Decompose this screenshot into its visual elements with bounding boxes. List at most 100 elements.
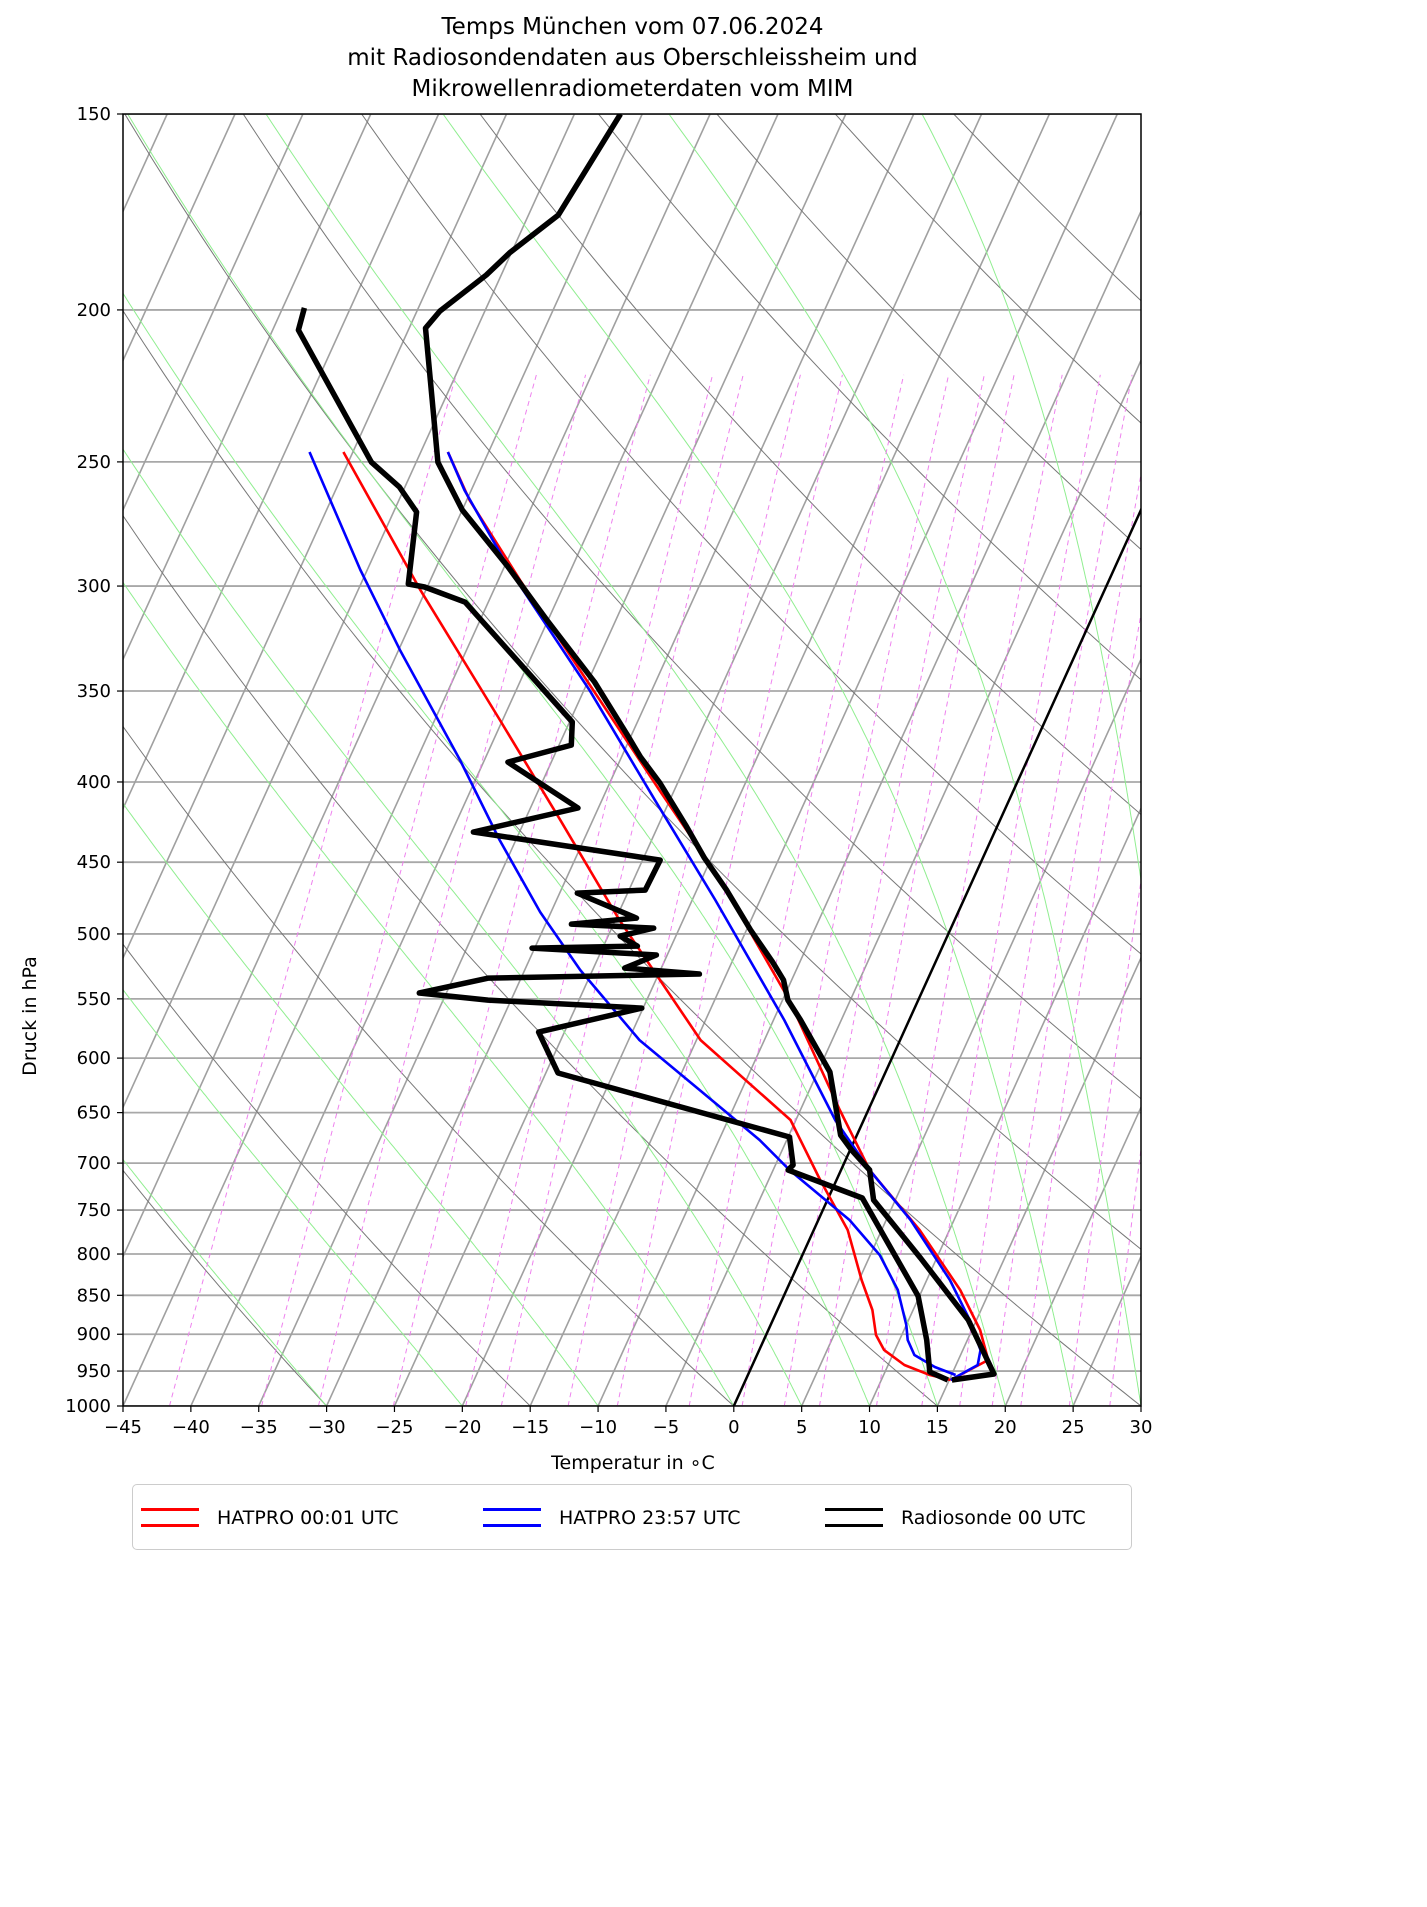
y-tick-label: 300 (77, 576, 111, 597)
sounding-curves (295, 114, 997, 1383)
x-tick-label: −5 (653, 1417, 680, 1438)
y-tick-label: 1000 (65, 1396, 111, 1417)
mixing-ratio-line (567, 374, 801, 1406)
x-tick-label: −25 (375, 1417, 413, 1438)
legend-label: Radiosonde 00 UTC (901, 1507, 1086, 1529)
moist-adiabat (123, 802, 599, 1406)
dry-adiabat (361, 114, 1141, 955)
chart-title-line-3: Mikrowellenradiometerdaten vom MIM (411, 76, 854, 102)
x-tick-label: 0 (728, 1417, 739, 1438)
isotherm (936, 956, 1141, 1406)
dry-adiabat (124, 114, 1141, 1250)
chart-title-line-2: mit Radiosondendaten aus Oberschleisshei… (347, 45, 918, 71)
x-tick-label: −30 (308, 1417, 346, 1438)
isotherm (597, 209, 1141, 1406)
y-tick-label: 700 (77, 1153, 111, 1174)
y-tick-label: 850 (77, 1285, 111, 1306)
mixing-ratio-line (465, 374, 714, 1406)
dry-adiabat (598, 114, 1141, 681)
series-2-temperature-line (422, 114, 997, 1383)
isotherm (123, 114, 304, 512)
mixing-ratio-line (688, 374, 905, 1406)
x-tick-label: 25 (1062, 1417, 1085, 1438)
background-lines (0, 114, 1312, 1406)
x-tick-label: 30 (1130, 1417, 1153, 1438)
y-tick-label: 800 (77, 1244, 111, 1265)
legend-label: HATPRO 00:01 UTC (217, 1507, 399, 1529)
legend-swatch-red (141, 1502, 199, 1534)
y-tick-label: 750 (77, 1200, 111, 1221)
y-tick-label: 450 (77, 852, 111, 873)
x-tick-label: 15 (926, 1417, 949, 1438)
x-tick-label: 20 (994, 1417, 1017, 1438)
series-1-dewpoint-line (308, 451, 957, 1377)
isotherm (123, 114, 508, 960)
isotherm (1004, 1105, 1141, 1406)
mixing-ratio-line (1020, 610, 1141, 1406)
legend-item-hatpro-2357: HATPRO 23:57 UTC (483, 1485, 741, 1551)
x-tick-label: −45 (104, 1417, 142, 1438)
mixing-ratio-line (783, 374, 985, 1406)
isotherm (257, 114, 847, 1406)
isotherm (0, 114, 31, 1406)
y-tick-label: 250 (77, 452, 111, 473)
mixing-ratio-line (741, 374, 950, 1406)
moist-adiabat (123, 1158, 327, 1406)
plot-frame (122, 113, 1142, 1407)
y-axis-label: Druck in hPa (19, 956, 41, 1076)
mixing-ratio-line (261, 374, 537, 1406)
y-tick-label: 650 (77, 1103, 111, 1124)
isotherm (123, 114, 576, 1110)
dry-adiabat (123, 943, 531, 1406)
dry-adiabat (123, 725, 735, 1406)
moist-adiabat (123, 292, 870, 1406)
mixing-ratio-line (959, 374, 1133, 1406)
x-tick-label: 10 (858, 1417, 881, 1438)
isotherm (123, 114, 711, 1406)
x-tick-label: −15 (511, 1417, 549, 1438)
y-tick-label: 200 (77, 300, 111, 321)
y-tick-label: 350 (77, 681, 111, 702)
legend-item-radiosonde: Radiosonde 00 UTC (825, 1485, 1086, 1551)
mixing-ratio-line (991, 471, 1141, 1406)
dry-adiabat (123, 309, 1141, 1406)
isotherm (868, 806, 1141, 1406)
isotherm (800, 657, 1141, 1406)
mixing-ratio-line (1175, 375, 1312, 1406)
isotherm (123, 114, 236, 363)
isotherm (325, 114, 915, 1406)
mixing-ratio-line (169, 374, 457, 1406)
x-tick-label: −35 (240, 1417, 278, 1438)
legend-swatch-blue (483, 1502, 541, 1534)
y-tick-label: 500 (77, 924, 111, 945)
isotherm (461, 114, 1051, 1406)
isotherm (1072, 1254, 1141, 1406)
isotherm (665, 358, 1141, 1406)
y-tick-label: 600 (77, 1048, 111, 1069)
y-tick-label: 900 (77, 1324, 111, 1345)
y-tick-label: 150 (77, 104, 111, 125)
y-tick-label: 950 (77, 1361, 111, 1382)
mixing-ratio-line (1068, 877, 1141, 1406)
legend-label: HATPRO 23:57 UTC (559, 1507, 741, 1529)
dry-adiabat (479, 114, 1141, 816)
mixing-ratio-line (1144, 375, 1286, 1406)
isotherm (123, 114, 372, 662)
dry-adiabat (123, 514, 938, 1406)
chart-title-line-1: Temps München vom 07.06.2024 (441, 14, 824, 40)
moist-adiabat (265, 114, 1006, 1406)
x-tick-label: −20 (443, 1417, 481, 1438)
legend-item-hatpro-0001: HATPRO 00:01 UTC (141, 1485, 399, 1551)
axes: −45 −40 −35 −30 −25 −20 −15 −10 −5 0 5 10 15 20 25 30 15… (65, 104, 1152, 1438)
isotherm (190, 114, 779, 1406)
isotherm (529, 114, 1119, 1406)
moist-adiabat (123, 988, 463, 1406)
x-tick-label: −40 (172, 1417, 210, 1438)
moist-adiabat (123, 581, 735, 1406)
dry-adiabat (242, 114, 1141, 1100)
series-2-dewpoint-line (295, 307, 950, 1383)
dry-adiabat (123, 1169, 327, 1406)
moist-adiabat (921, 114, 1141, 884)
mixing-ratio-line (921, 374, 1101, 1406)
